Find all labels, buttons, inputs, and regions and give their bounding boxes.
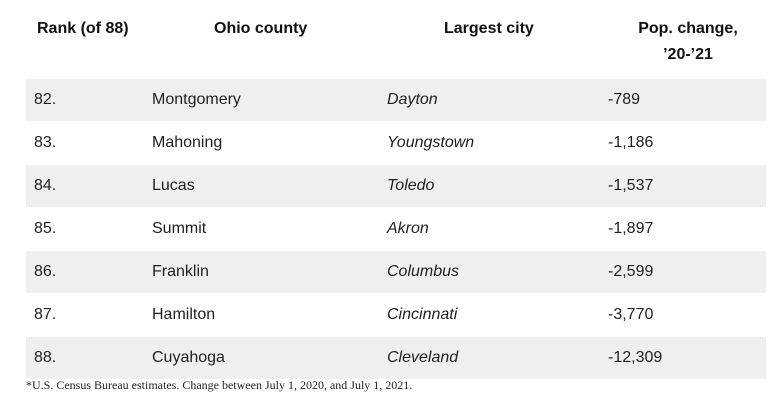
cell-pop-change: -789 xyxy=(608,91,641,108)
header-pop-change: Pop. change, ’20-’21 xyxy=(623,16,753,68)
cell-pop-change: -1,537 xyxy=(608,177,654,194)
table-header: Rank (of 88) Ohio county Largest city Po… xyxy=(26,0,766,78)
cell-rank: 83. xyxy=(34,134,57,151)
cell-pop-change: -1,186 xyxy=(608,134,654,151)
table-row: 85. Summit Akron -1,897 xyxy=(26,207,766,250)
header-pop-change-line1: Pop. change, xyxy=(638,20,738,37)
cell-county: Cuyahoga xyxy=(152,349,225,366)
cell-city: Toledo xyxy=(387,177,435,194)
cell-rank: 86. xyxy=(34,263,57,280)
cell-county: Lucas xyxy=(152,177,195,194)
cell-city: Cincinnati xyxy=(387,306,458,323)
cell-pop-change: -1,897 xyxy=(608,220,654,237)
table-row: 87. Hamilton Cincinnati -3,770 xyxy=(26,293,766,336)
table-row: 88. Cuyahoga Cleveland -12,309 xyxy=(26,336,766,379)
header-county: Ohio county xyxy=(214,20,308,37)
cell-county: Hamilton xyxy=(152,306,216,323)
header-rank: Rank (of 88) xyxy=(37,20,129,37)
header-pop-change-line2: ’20-’21 xyxy=(663,46,713,63)
table-row: 82. Montgomery Dayton -789 xyxy=(26,78,766,121)
table-row: 83. Mahoning Youngstown -1,186 xyxy=(26,121,766,164)
cell-city: Dayton xyxy=(387,91,438,108)
cell-pop-change: -3,770 xyxy=(608,306,654,323)
table-row: 86. Franklin Columbus -2,599 xyxy=(26,250,766,293)
header-city: Largest city xyxy=(444,20,534,37)
cell-city: Youngstown xyxy=(387,134,475,151)
cell-county: Franklin xyxy=(152,263,209,280)
cell-pop-change: -2,599 xyxy=(608,263,654,280)
cell-county: Summit xyxy=(152,220,207,237)
cell-county: Montgomery xyxy=(152,91,241,108)
cell-rank: 84. xyxy=(34,177,57,194)
footnote: *U.S. Census Bureau estimates. Change be… xyxy=(26,378,413,392)
cell-rank: 87. xyxy=(34,306,57,323)
cell-rank: 82. xyxy=(34,91,57,108)
cell-city: Columbus xyxy=(387,263,460,280)
cell-city: Cleveland xyxy=(387,349,459,366)
cell-rank: 88. xyxy=(34,349,57,366)
cell-rank: 85. xyxy=(34,220,57,237)
county-population-table: Rank (of 88) Ohio county Largest city Po… xyxy=(26,0,766,379)
cell-pop-change: -12,309 xyxy=(608,349,663,366)
table-row: 84. Lucas Toledo -1,537 xyxy=(26,164,766,207)
cell-city: Akron xyxy=(387,220,429,237)
cell-county: Mahoning xyxy=(152,134,223,151)
